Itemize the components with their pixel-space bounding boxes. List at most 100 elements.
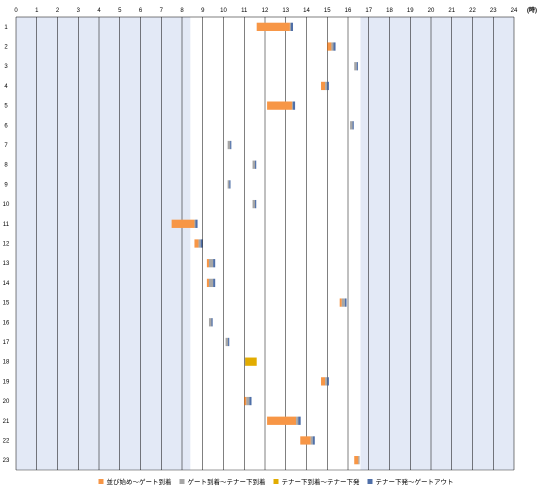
- row-label-10: 10: [3, 202, 10, 208]
- row-label-1: 1: [4, 25, 8, 31]
- bar-series2-row21: [296, 416, 299, 425]
- bar-series4-row22: [312, 436, 315, 445]
- row-label-2: 2: [4, 45, 8, 51]
- bar-series4-row2: [333, 42, 336, 51]
- bar-series4-row3: [356, 62, 358, 71]
- bar-series4-row7: [230, 140, 232, 150]
- row-label-16: 16: [3, 320, 10, 326]
- x-tick-label-3: 3: [77, 8, 81, 14]
- x-tick-label-9: 9: [201, 8, 205, 14]
- bar-series4-row13: [213, 259, 216, 268]
- x-tick-label-8: 8: [180, 8, 184, 14]
- bar-series2-row5: [291, 101, 294, 110]
- bar-series1-row11: [171, 219, 195, 228]
- legend-swatch-3: [273, 479, 279, 484]
- x-tick-label-4: 4: [97, 8, 101, 14]
- bar-series4-row4: [327, 81, 329, 91]
- x-tick-label-17: 17: [365, 8, 372, 14]
- bar-series4-row10: [255, 199, 257, 209]
- bar-series4-row19: [327, 377, 329, 386]
- bar-series2-row12: [198, 239, 201, 248]
- bar-series1-row19: [321, 377, 326, 386]
- row-label-6: 6: [4, 123, 8, 129]
- shaded-range-1: [360, 17, 514, 470]
- legend-label-3: テナー下到着～テナー下発: [282, 477, 361, 486]
- x-tick-label-13: 13: [282, 8, 289, 14]
- bar-series1-row4: [321, 81, 326, 91]
- bar-series2-row22: [310, 436, 313, 445]
- bar-series4-row11: [195, 219, 198, 228]
- bar-series2-row8: [252, 160, 256, 169]
- row-label-7: 7: [4, 143, 8, 149]
- x-tick-label-2: 2: [56, 8, 60, 14]
- legend-swatch-4: [367, 479, 373, 484]
- row-label-4: 4: [4, 84, 8, 90]
- legend-label-4: テナー下発～ゲートアウト: [376, 477, 454, 486]
- row-label-14: 14: [3, 281, 10, 287]
- bar-series4-row8: [255, 160, 257, 169]
- bar-series4-row17: [228, 337, 230, 347]
- legend-label-1: 並び始め～ゲート到着: [107, 477, 173, 486]
- bar-series2-row19: [325, 377, 328, 386]
- row-label-11: 11: [3, 222, 10, 228]
- row-label-22: 22: [3, 438, 10, 444]
- x-tick-label-11: 11: [241, 8, 248, 14]
- x-tick-label-7: 7: [160, 8, 164, 14]
- row-label-15: 15: [3, 301, 10, 307]
- row-label-18: 18: [3, 360, 10, 366]
- row-label-17: 17: [3, 340, 10, 346]
- bar-series2-row4: [325, 81, 328, 91]
- bar-series4-row15: [344, 298, 347, 307]
- bar-series4-row14: [213, 278, 216, 288]
- legend-swatch-1: [98, 479, 104, 484]
- bar-series3-row18: [245, 357, 257, 366]
- bar-series2-row1: [289, 22, 292, 31]
- row-label-21: 21: [3, 419, 10, 425]
- bar-series4-row12: [200, 239, 203, 248]
- bar-series4-row20: [249, 396, 252, 406]
- x-tick-label-20: 20: [428, 8, 435, 14]
- bar-series2-row14: [208, 278, 214, 288]
- bar-series1-row22: [300, 436, 311, 445]
- bar-series1-row21: [267, 416, 297, 425]
- bar-series1-row2: [327, 42, 332, 51]
- bar-series2-row9: [227, 180, 230, 189]
- bar-series1-row20: [244, 396, 247, 406]
- x-tick-label-10: 10: [220, 8, 227, 14]
- x-tick-label-12: 12: [262, 8, 269, 14]
- bar-series4-row9: [229, 180, 231, 189]
- row-label-5: 5: [4, 104, 8, 110]
- row-label-8: 8: [4, 163, 8, 169]
- x-tick-label-21: 21: [448, 8, 455, 14]
- bar-series4-row16: [211, 318, 213, 327]
- legend-label-2: ゲート到着～テナー下到着: [188, 477, 267, 486]
- row-label-3: 3: [4, 64, 8, 70]
- row-label-12: 12: [3, 242, 10, 248]
- bar-series4-row1: [290, 22, 294, 31]
- legend-swatch-2: [179, 479, 185, 484]
- bar-series1-row12: [194, 239, 199, 248]
- bar-series2-row11: [194, 219, 196, 228]
- bar-series1-row14: [206, 278, 209, 288]
- bar-series2-row16: [208, 318, 212, 327]
- x-tick-label-16: 16: [345, 8, 352, 14]
- x-tick-label-23: 23: [490, 8, 497, 14]
- row-label-9: 9: [4, 182, 8, 188]
- bar-series2-row3: [354, 62, 357, 71]
- bar-series2-row17: [225, 337, 229, 347]
- x-tick-label-5: 5: [118, 8, 122, 14]
- bar-series4-row5: [293, 101, 296, 110]
- bar-series2-row13: [208, 259, 214, 268]
- bar-series4-row21: [298, 416, 301, 425]
- bar-series1-row15: [339, 298, 342, 307]
- bar-series1-row23: [354, 456, 359, 465]
- bar-series2-row23: [358, 456, 360, 465]
- row-label-13: 13: [3, 261, 10, 267]
- bar-series2-row10: [252, 199, 256, 209]
- bar-series2-row2: [331, 42, 334, 51]
- row-label-23: 23: [3, 458, 10, 464]
- bar-series2-row7: [227, 140, 231, 150]
- row-label-19: 19: [3, 379, 10, 385]
